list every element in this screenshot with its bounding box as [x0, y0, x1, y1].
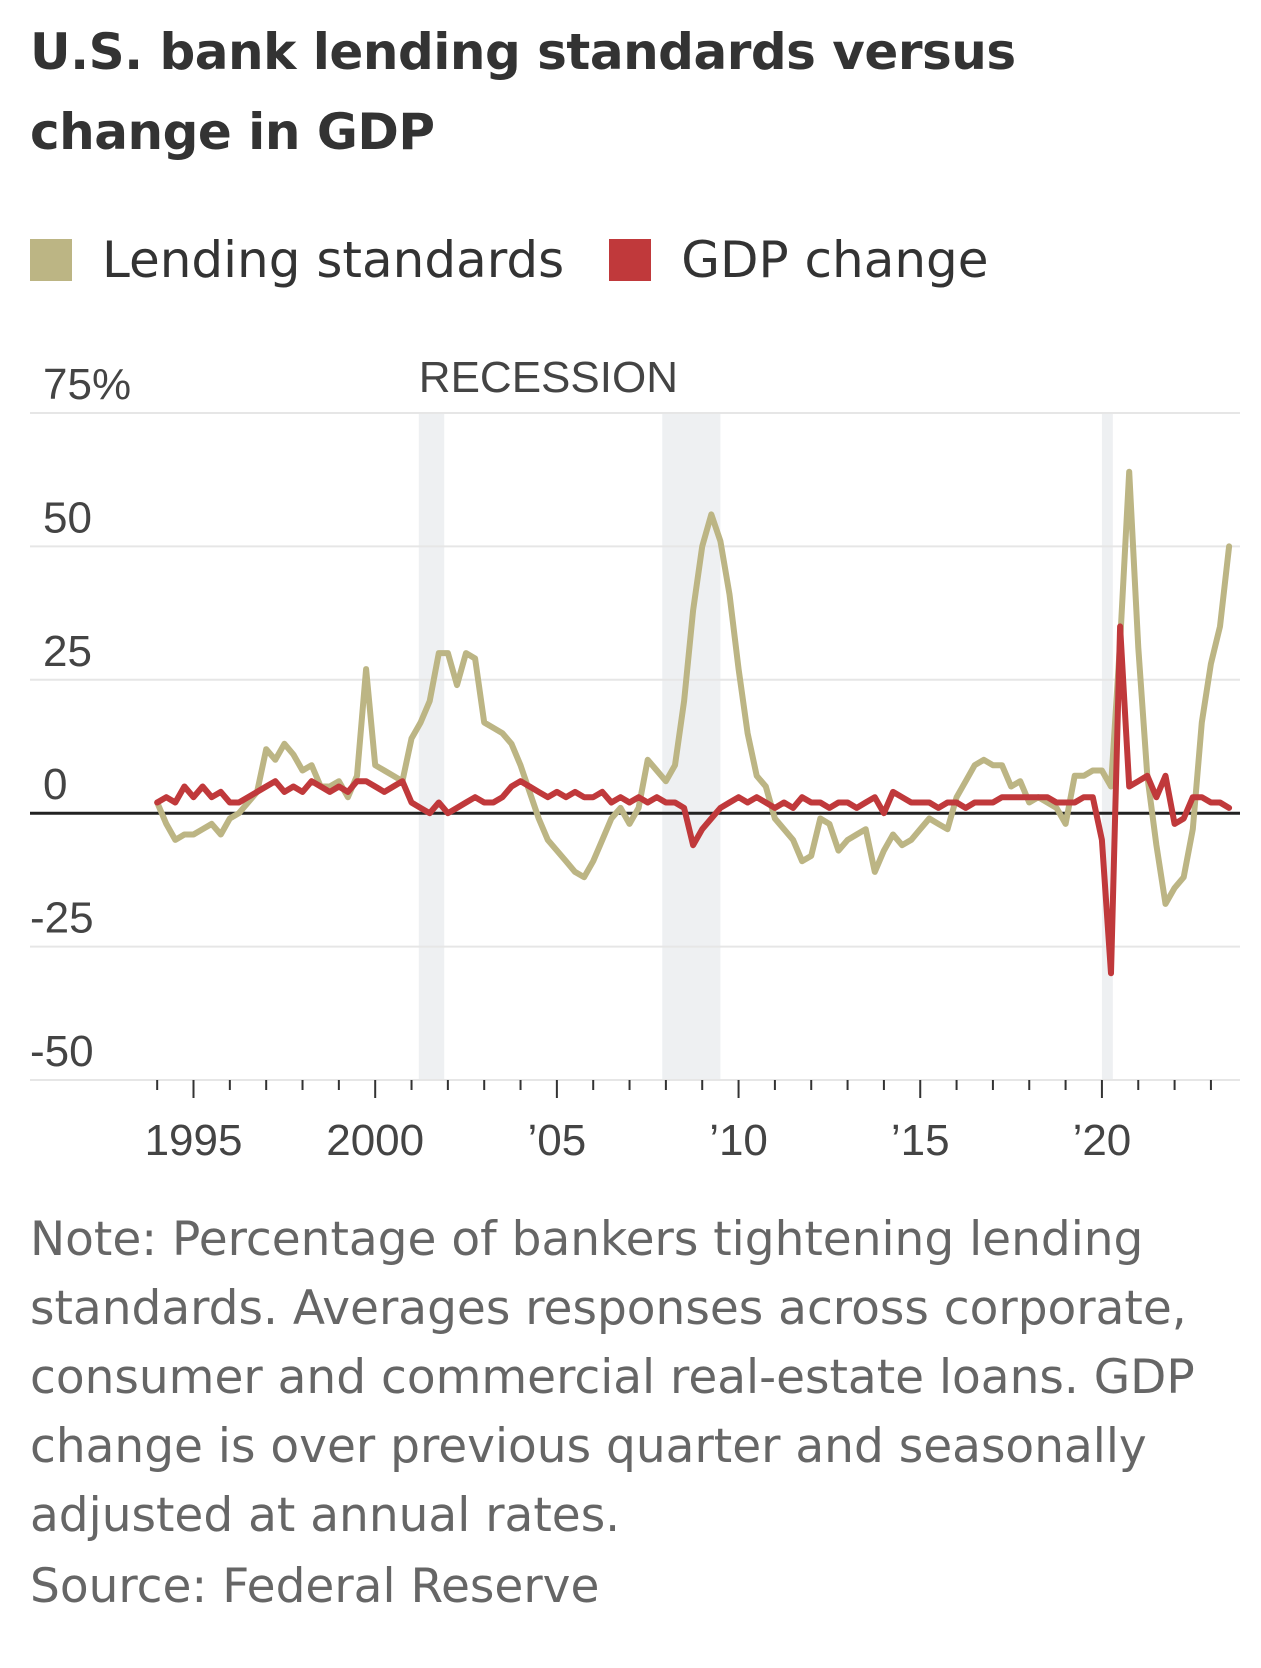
y-tick-label: 50 [43, 493, 92, 542]
legend-swatch-gdp-change [609, 239, 652, 281]
recession-band [1101, 413, 1113, 1080]
x-tick-label: ’15 [891, 1116, 950, 1160]
x-tick-label: ’20 [1073, 1116, 1132, 1160]
y-tick-label: 25 [43, 627, 92, 676]
chart-note: Note: Percentage of bankers tightening l… [30, 1212, 1195, 1543]
x-tick-label: ’05 [528, 1116, 587, 1160]
recession-bands [418, 413, 1113, 1080]
y-tick-label: -50 [30, 1027, 94, 1076]
series-line-gdp-change [154, 623, 1233, 977]
legend-swatch-lending-standards [30, 239, 72, 281]
series-line-lending-standards [154, 468, 1233, 907]
legend-item-gdp-change: GDP change [609, 231, 989, 289]
y-tick-label: 75% [43, 360, 131, 409]
x-tick-label: ’10 [709, 1116, 768, 1160]
legend-label-gdp-change: GDP change [681, 231, 989, 289]
legend-label-lending-standards: Lending standards [102, 231, 565, 289]
y-axis-ticks: 75% 50 25 0 -25 -50 [30, 360, 131, 1076]
x-tick-label: 1995 [145, 1116, 243, 1160]
chart-title: U.S. bank lending standards versus chang… [30, 23, 1016, 161]
x-axis-ticks: 1995 2000 ’05 ’10 ’15 ’20 [145, 1080, 1212, 1160]
chart-source: Source: Federal Reserve [30, 1559, 600, 1614]
legend-item-lending-standards: Lending standards [30, 231, 564, 289]
line-chart: 75% 50 25 0 -25 -50 1995 2000 ’05 ’10 ’15 ’20 RECE… [30, 353, 1240, 1160]
legend: Lending standards GDP change [30, 225, 1034, 295]
recession-label: RECESSION [419, 353, 678, 402]
series-lines [154, 468, 1233, 977]
x-tick-label: 2000 [326, 1116, 424, 1160]
grid-lines [30, 412, 1240, 1081]
recession-band [418, 413, 445, 1080]
y-tick-label: 0 [43, 760, 67, 809]
y-tick-label: -25 [30, 894, 94, 943]
